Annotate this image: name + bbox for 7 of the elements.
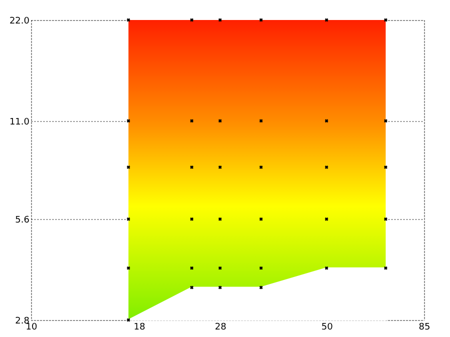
- x-tick-label: 28: [214, 322, 227, 332]
- x-tick-label: 50: [321, 322, 334, 332]
- x-tick-label: 18: [134, 322, 146, 332]
- y-tick-label: 22.0: [9, 16, 30, 26]
- x-tick-label: 85: [418, 322, 430, 332]
- y-tick-label: 5.6: [15, 216, 30, 226]
- y-tick-label: 11.0: [9, 117, 30, 128]
